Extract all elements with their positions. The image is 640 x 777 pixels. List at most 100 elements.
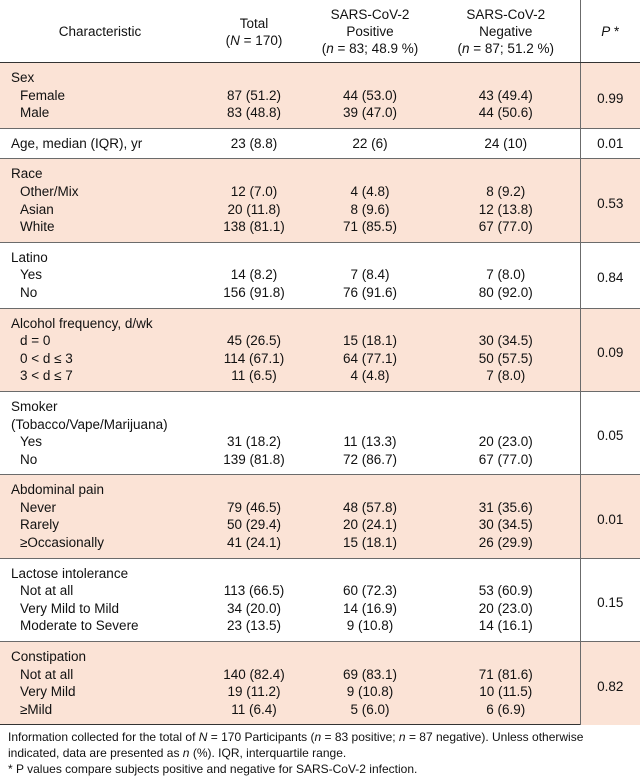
characteristics-table: Characteristic Total (N = 170) SARS-CoV-… bbox=[0, 0, 640, 726]
group-2: Race 0.53 Other/Mix 12 (7.0) 4 (4.8) 8 (9.2) A… bbox=[0, 158, 640, 243]
cell-positive: 72 (86.7) bbox=[342, 451, 398, 467]
group-title: Abdominal pain bbox=[0, 474, 200, 499]
cell-positive: 5 (6.0) bbox=[308, 700, 432, 726]
group-title-row: Lactose intolerance 0.15 bbox=[0, 557, 640, 642]
group-title: Race bbox=[0, 158, 200, 183]
cell-p-value: 0.05 bbox=[579, 390, 640, 475]
cell-negative: 12 (13.8) bbox=[432, 200, 580, 219]
cell-empty bbox=[432, 474, 580, 499]
cell-empty bbox=[200, 158, 308, 183]
row-label: Asian bbox=[0, 200, 200, 219]
row-label: 0 < d ≤ 3 bbox=[0, 349, 200, 368]
cell-total: 11 (6.5) bbox=[200, 367, 308, 392]
group-3: Latino 0.84 Yes 14 (8.2) 7 (8.4) 7 (8.0) No 156… bbox=[0, 241, 640, 309]
header-characteristic: Characteristic bbox=[0, 0, 200, 63]
cell-negative: 8 (9.2) bbox=[432, 182, 580, 201]
cell-negative: 24 (10) bbox=[432, 127, 580, 159]
characteristics-table-container: Characteristic Total (N = 170) SARS-CoV-… bbox=[0, 0, 640, 726]
footnotes: Information collected for the total of N… bbox=[0, 725, 640, 777]
table-row: Never 79 (46.5) 48 (57.8) 31 (35.6) bbox=[0, 498, 640, 517]
cell-positive: 71 (85.5) bbox=[308, 218, 432, 243]
cell-negative: 50 (57.5) bbox=[432, 349, 580, 368]
cell-negative: 31 (35.6) bbox=[432, 498, 580, 517]
cell-empty bbox=[200, 241, 308, 267]
table-row: Asian 20 (11.8) 8 (9.6) 12 (13.8) bbox=[0, 200, 640, 219]
cell-negative: 44 (50.6) bbox=[432, 104, 580, 129]
row-label: 3 < d ≤ 7 bbox=[0, 367, 200, 392]
header-positive-line2: Positive bbox=[346, 24, 394, 39]
group-title: Sex bbox=[0, 62, 200, 87]
table-row: Not at all 140 (82.4) 69 (83.1) 71 (81.6) bbox=[0, 665, 640, 684]
cell-empty bbox=[308, 390, 432, 416]
group-1: Age, median (IQR), yr 23 (8.8) 22 (6) 24 (1… bbox=[0, 127, 640, 159]
header-negative: SARS-CoV-2 Negative (n = 87; 51.2 %) bbox=[432, 0, 580, 63]
table-row: 3 < d ≤ 7 11 (6.5) 4 (4.8) 7 (8.0) bbox=[0, 367, 640, 392]
cell-empty bbox=[432, 241, 580, 267]
header-positive: SARS-CoV-2 Positive (n = 83; 48.9 %) bbox=[308, 0, 432, 63]
row-label: d = 0 bbox=[0, 332, 200, 350]
cell-negative: 20 (23.0) bbox=[478, 434, 533, 450]
header-negative-line2: Negative bbox=[479, 24, 533, 39]
cell-positive: 20 (24.1) bbox=[308, 516, 432, 535]
group-title-row-2: (Tobacco/Vape/Marijuana) bbox=[0, 416, 640, 434]
cell-total: 139 (81.8) bbox=[223, 451, 285, 467]
cell-empty bbox=[200, 307, 308, 333]
cell-positive: 22 (6) bbox=[308, 127, 432, 159]
group-8: Constipation 0.82 Not at all 140 (82.4) 69 (… bbox=[0, 641, 640, 726]
cell-empty bbox=[308, 241, 432, 267]
row-label: Male bbox=[0, 104, 200, 129]
footnote-pvalue: * P values compare subjects positive and… bbox=[8, 762, 418, 777]
row-label: Very Mild to Mild bbox=[20, 600, 120, 616]
cell-total: 20 (11.8) bbox=[200, 200, 308, 219]
cell-p-value: 0.99 bbox=[579, 62, 640, 129]
cell-p-value: 0.15 bbox=[579, 557, 640, 642]
cell-negative: 14 (16.1) bbox=[478, 618, 533, 634]
cell-negative: 43 (49.4) bbox=[432, 86, 580, 105]
cell-negative: 71 (81.6) bbox=[432, 665, 580, 684]
cell-negative: 30 (34.5) bbox=[432, 516, 580, 535]
footnote-info: Information collected for the total of N… bbox=[8, 730, 584, 761]
header-total-label: Total bbox=[239, 15, 269, 31]
group-title-row: Abdominal pain 0.01 bbox=[0, 474, 640, 559]
cell-p-value: 0.53 bbox=[579, 158, 640, 243]
cell-total: 23 (8.8) bbox=[200, 127, 308, 159]
cell-p-value: 0.01 bbox=[579, 127, 640, 159]
group-title-row: Sex 0.99 bbox=[0, 62, 640, 129]
table-row: 0 < d ≤ 3 114 (67.1) 64 (77.1) 50 (57.5) bbox=[0, 349, 640, 368]
row-label: Not at all bbox=[20, 583, 74, 599]
cell-positive: 8 (9.6) bbox=[308, 200, 432, 219]
row-label: Not at all bbox=[0, 665, 200, 684]
cell-positive: 9 (10.8) bbox=[346, 618, 394, 634]
row-label: No bbox=[20, 451, 38, 467]
cell-p-value: 0.84 bbox=[579, 241, 640, 309]
cell-positive: 48 (57.8) bbox=[308, 498, 432, 517]
cell-total: 79 (46.5) bbox=[200, 498, 308, 517]
group-title: Latino bbox=[0, 241, 200, 267]
table-row: Male 83 (48.8) 39 (47.0) 44 (50.6) bbox=[0, 104, 640, 129]
cell-empty bbox=[432, 307, 580, 333]
cell-positive: 7 (8.4) bbox=[350, 267, 390, 283]
row-label: No bbox=[20, 284, 38, 300]
cell-empty bbox=[200, 557, 308, 583]
cell-positive: 15 (18.1) bbox=[308, 534, 432, 559]
cell-positive: 4 (4.8) bbox=[308, 367, 432, 392]
cell-negative: 10 (11.5) bbox=[432, 683, 580, 701]
table-row: Rarely 50 (29.4) 20 (24.1) 30 (34.5) bbox=[0, 516, 640, 535]
table-row: ≥Mild 11 (6.4) 5 (6.0) 6 (6.9) bbox=[0, 700, 640, 726]
group-title: Lactose intolerance bbox=[0, 557, 200, 583]
cell-total: 23 (13.5) bbox=[226, 618, 282, 634]
header-total: Total (N = 170) bbox=[200, 0, 308, 63]
cell-p-value: 0.09 bbox=[579, 307, 640, 392]
cell-empty bbox=[308, 416, 432, 434]
cell-empty bbox=[432, 62, 580, 87]
row-label: Other/Mix bbox=[0, 182, 200, 201]
group-title: Alcohol frequency, d/wk bbox=[0, 307, 200, 333]
cell-positive: 9 (10.8) bbox=[308, 683, 432, 701]
cell-positive: 15 (18.1) bbox=[308, 332, 432, 350]
cell-negative: 6 (6.9) bbox=[432, 700, 580, 726]
cell-total: 140 (82.4) bbox=[200, 665, 308, 684]
header-positive-line1: SARS-CoV-2 bbox=[330, 7, 410, 22]
cell-total: 50 (29.4) bbox=[200, 516, 308, 535]
table-row: d = 0 45 (26.5) 15 (18.1) 30 (34.5) bbox=[0, 332, 640, 350]
cell-empty bbox=[308, 641, 432, 666]
